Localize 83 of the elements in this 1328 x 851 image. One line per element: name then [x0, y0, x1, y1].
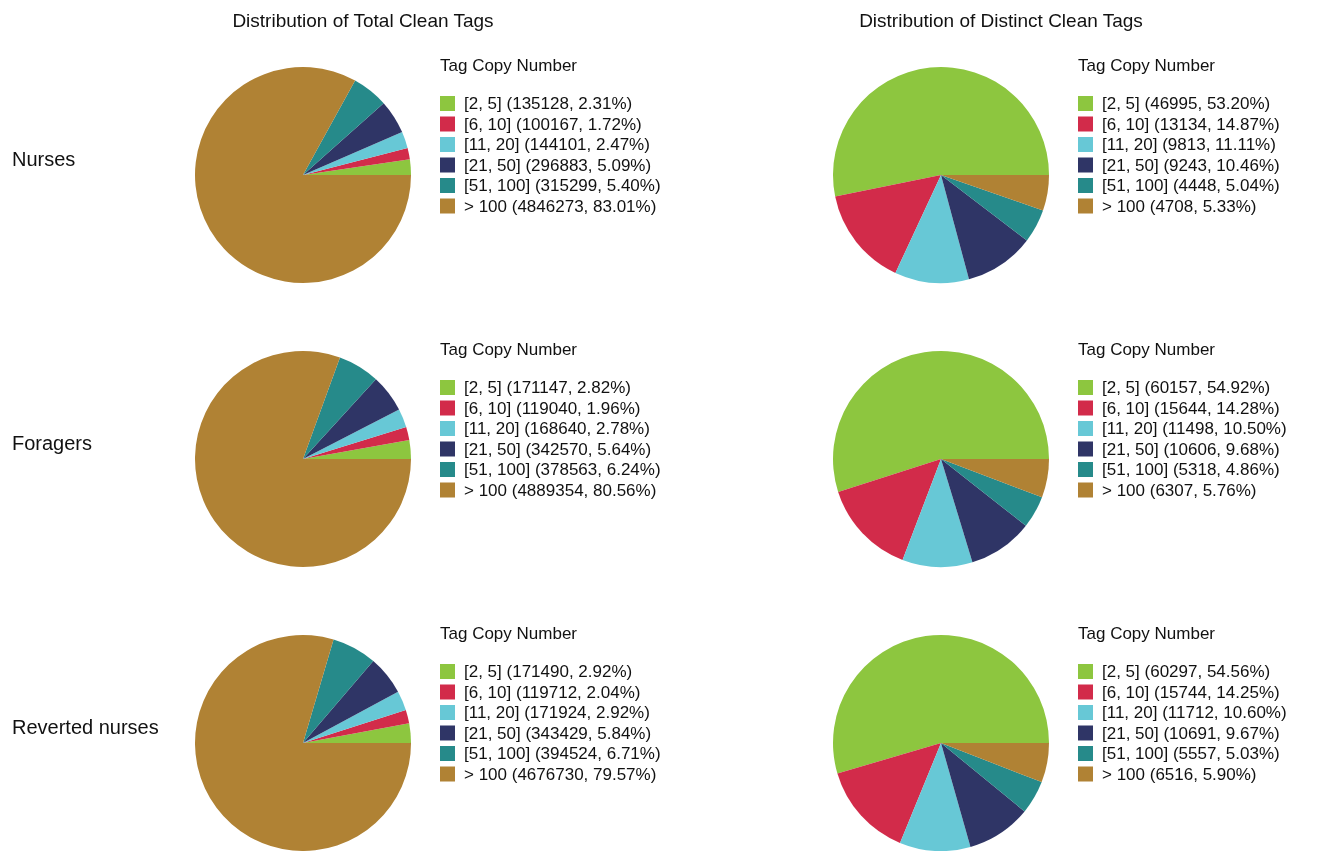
legend-label: [21, 50] (10606, 9.68%) — [1102, 439, 1280, 459]
legend-label: [11, 20] (168640, 2.78%) — [464, 419, 650, 438]
pie-slice — [895, 175, 969, 283]
pie-slice — [941, 459, 1026, 563]
pie-slice — [303, 103, 403, 175]
chart-title: Distribution of Distinct Clean Tags — [859, 10, 1143, 31]
pie-slice — [303, 723, 411, 743]
chart-title: Distribution of Total Clean Tags — [232, 10, 494, 31]
legend-label: [21, 50] (10691, 9.67%) — [1102, 723, 1280, 743]
legend-title: Tag Copy Number — [440, 56, 578, 75]
pie-slice — [941, 175, 1043, 241]
pie-slice — [303, 80, 384, 175]
legend-label: [2, 5] (46995, 53.20%) — [1102, 94, 1271, 113]
legend-label: > 100 (6516, 5.90%) — [1102, 764, 1257, 784]
legend-label: [21, 50] (343429, 5.84%) — [464, 723, 652, 743]
legend-label: [2, 5] (60157, 54.92%) — [1102, 378, 1271, 397]
legend-label: [6, 10] (119040, 1.96%) — [464, 398, 641, 418]
legend-label: [11, 20] (9813, 11.11%) — [1102, 135, 1276, 154]
pie-slice — [303, 409, 407, 459]
legend-label: [6, 10] (15744, 14.25%) — [1102, 682, 1280, 702]
legend-label: [2, 5] (171490, 2.92%) — [464, 662, 633, 681]
legend-label: [51, 100] (378563, 6.24%) — [464, 460, 661, 479]
pie-slice — [833, 635, 1049, 774]
pie-slice — [941, 175, 1049, 211]
pie-slice — [833, 351, 1049, 492]
pie-slice — [195, 351, 411, 567]
pie-slice — [835, 175, 941, 273]
pie-slice — [195, 635, 411, 851]
pie-slice — [941, 743, 1042, 812]
pie-slice — [303, 147, 410, 175]
legend-label: [6, 10] (13134, 14.87%) — [1102, 114, 1280, 134]
pie-slice — [303, 379, 400, 459]
legend-label: [21, 50] (9243, 10.46%) — [1102, 155, 1280, 175]
legend-label: [51, 100] (394524, 6.71%) — [464, 744, 661, 763]
legend-title: Tag Copy Number — [440, 624, 578, 643]
legend-label: [2, 5] (135128, 2.31%) — [464, 94, 633, 113]
pie-slice — [837, 743, 941, 843]
legend-label: > 100 (4708, 5.33%) — [1102, 196, 1257, 216]
pie-slice — [900, 743, 971, 851]
legend-title: Tag Copy Number — [1078, 340, 1216, 359]
legend-title: Tag Copy Number — [1078, 624, 1216, 643]
legend-label: [6, 10] (119712, 2.04%) — [464, 682, 641, 702]
legend-label: [2, 5] (60297, 54.56%) — [1102, 662, 1271, 681]
pie-slice — [941, 743, 1049, 783]
pie-slice — [941, 743, 1025, 847]
text: Reverted nurses — [12, 716, 159, 738]
legend-label: [51, 100] (5318, 4.86%) — [1102, 460, 1280, 479]
legend-label: [11, 20] (144101, 2.47%) — [464, 135, 650, 154]
text: Foragers — [12, 432, 93, 454]
legend-label: > 100 (6307, 5.76%) — [1102, 480, 1257, 500]
pie-slice — [303, 709, 410, 743]
text: Nurses — [12, 148, 76, 170]
pie-slice — [838, 459, 941, 560]
pie-slice — [303, 439, 411, 459]
legend-label: > 100 (4889354, 80.56%) — [464, 480, 657, 500]
pie-slice — [303, 639, 374, 743]
pie-slice — [303, 159, 411, 175]
legend-label: [2, 5] (171147, 2.82%) — [464, 378, 631, 397]
pie-slice — [303, 427, 410, 459]
pie-slice — [941, 459, 1049, 498]
pie-slice — [941, 175, 1027, 280]
legend-label: [51, 100] (4448, 5.04%) — [1102, 176, 1280, 195]
pie-slice — [833, 67, 1049, 197]
legend-label: > 100 (4676730, 79.57%) — [464, 764, 657, 784]
legend-label: [6, 10] (100167, 1.72%) — [464, 114, 642, 134]
legend-label: [11, 20] (11712, 10.60%) — [1102, 703, 1287, 722]
legend-label: [11, 20] (171924, 2.92%) — [464, 703, 650, 722]
pie-slice — [303, 691, 406, 743]
legend-label: [21, 50] (296883, 5.09%) — [464, 155, 652, 175]
pie-slice — [303, 357, 376, 459]
pie-slice — [303, 132, 408, 175]
legend-label: > 100 (4846273, 83.01%) — [464, 196, 657, 216]
pie-slice — [303, 661, 399, 743]
legend-label: [21, 50] (342570, 5.64%) — [464, 439, 652, 459]
legend-label: [11, 20] (11498, 10.50%) — [1102, 419, 1287, 438]
legend-label: [51, 100] (5557, 5.03%) — [1102, 744, 1280, 763]
pie-slice — [195, 67, 411, 283]
pie-slice — [941, 459, 1043, 526]
legend-label: [6, 10] (15644, 14.28%) — [1102, 398, 1280, 418]
pie-slice — [902, 459, 973, 567]
legend-title: Tag Copy Number — [440, 340, 578, 359]
legend-title: Tag Copy Number — [1078, 56, 1216, 75]
legend-label: [51, 100] (315299, 5.40%) — [464, 176, 661, 195]
